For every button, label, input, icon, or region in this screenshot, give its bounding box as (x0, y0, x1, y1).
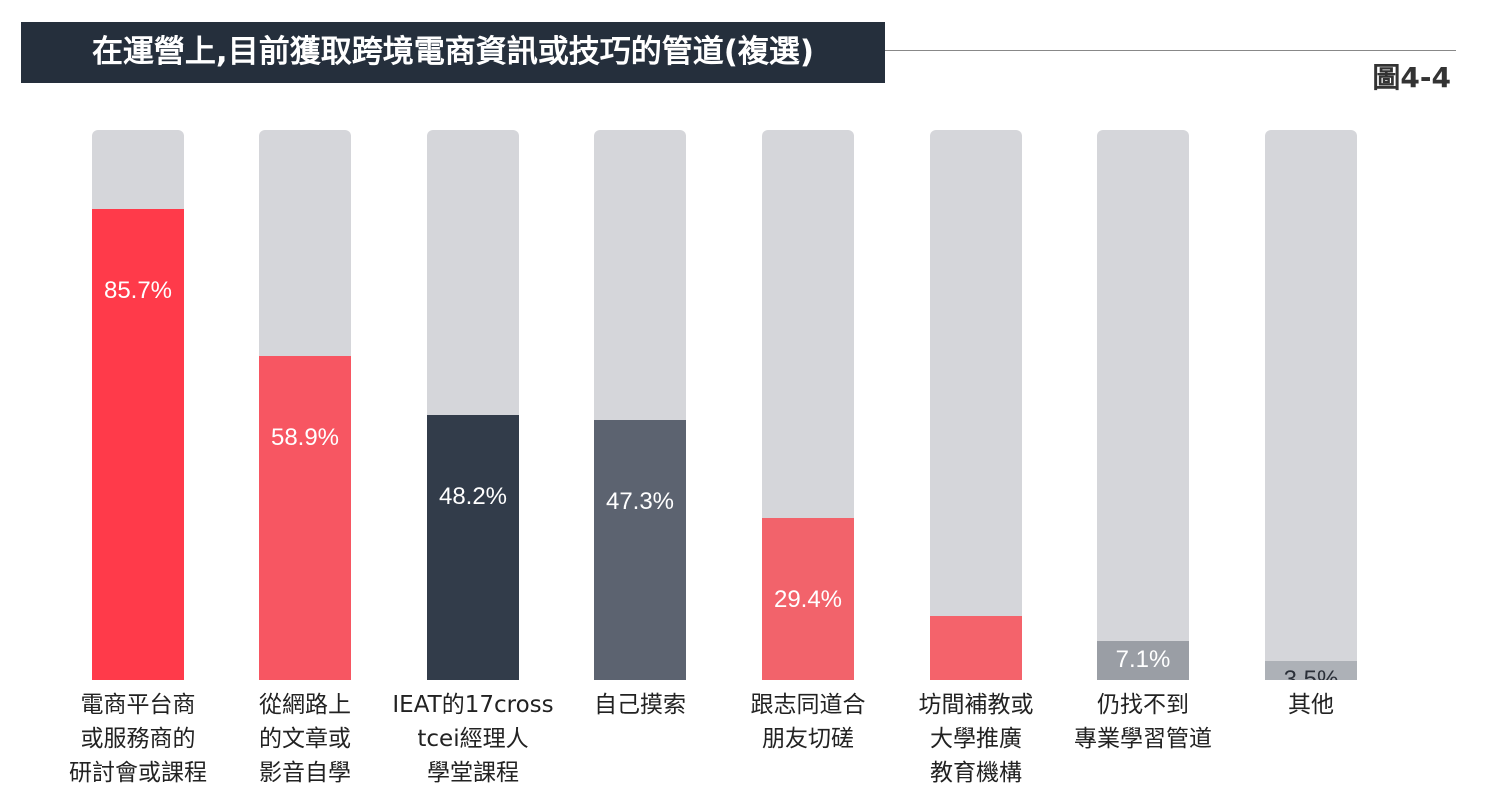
category-label: 自己摸索 (594, 692, 686, 718)
bar-track: 11.6% (930, 130, 1022, 680)
data-label: 7.1% (1115, 645, 1171, 673)
bar-track: 58.9% (259, 130, 351, 680)
bar-track: 48.2% (427, 130, 519, 680)
data-label: 3.5% (1283, 665, 1339, 680)
bar (930, 616, 1022, 680)
category-label: IEAT的17cross tcei經理人 學堂課程 (392, 692, 554, 786)
category-label: 電商平台商 或服務商的 研討會或課程 (69, 692, 207, 786)
figure-label: 圖4-4 (1372, 61, 1451, 94)
data-label: 48.2% (438, 482, 508, 510)
category-label: 跟志同道合 朋友切磋 (750, 692, 866, 752)
bar-track: 47.3% (594, 130, 686, 680)
data-label: 85.7% (103, 276, 173, 304)
bar (92, 208, 184, 680)
bar (1097, 640, 1189, 680)
category-label: 從網路上 的文章或 影音自學 (259, 692, 351, 786)
data-label: 47.3% (605, 487, 675, 515)
bar-track: 3.5% (1265, 130, 1357, 680)
chart-title: 在運營上,目前獲取跨境電商資訊或技巧的管道(複選) (21, 22, 885, 83)
bar (259, 356, 351, 680)
bar (427, 414, 519, 680)
title-rule (885, 50, 1456, 51)
data-label: 58.9% (270, 424, 340, 452)
bar (1265, 660, 1357, 680)
category-label: 坊間補教或 大學推廣 教育機構 (918, 692, 1034, 786)
bar-track: 29.4% (762, 130, 854, 680)
bar (594, 419, 686, 680)
data-label: 29.4% (773, 586, 843, 614)
category-label: 仍找不到 專業學習管道 (1074, 692, 1212, 752)
bar (762, 518, 854, 680)
category-label: 其他 (1288, 692, 1334, 718)
bar-track: 7.1% (1097, 130, 1189, 680)
bar-track: 85.7% (92, 130, 184, 680)
